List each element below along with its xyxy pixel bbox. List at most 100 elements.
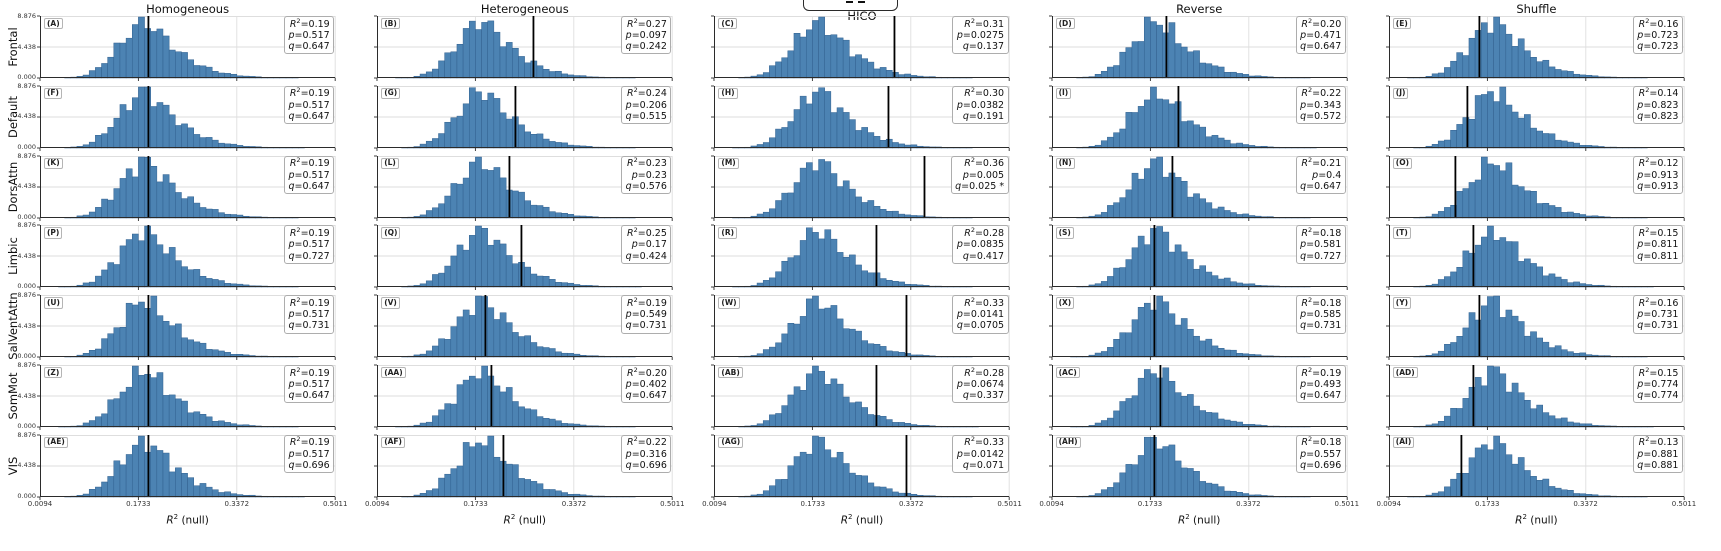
q-value: q=0.731	[625, 320, 667, 332]
observed-r2-line	[1165, 16, 1167, 78]
p-value: p=0.581	[1300, 239, 1342, 251]
panel-letter: (A)	[44, 18, 63, 30]
observed-r2-line	[1153, 295, 1155, 358]
q-value: q=0.191	[962, 110, 1005, 122]
histogram	[711, 85, 1011, 151]
x-tick-label: 0.5011	[322, 500, 348, 508]
r2-value: R2=0.25	[627, 225, 667, 240]
observed-r2-line	[147, 225, 150, 288]
panel-letter: (R)	[718, 227, 738, 239]
histogram	[1385, 364, 1685, 431]
panel-AA: (AA) R2=0.20 p=0.402 q=0.647	[374, 364, 673, 431]
stats-box: R2=0.22 p=0.343 q=0.572	[1295, 85, 1346, 125]
panel-J: (J) R2=0.14 p=0.823 q=0.823	[1385, 85, 1685, 151]
histogram	[1048, 225, 1348, 291]
stats-box: R2=0.18 p=0.581 q=0.727	[1295, 225, 1346, 264]
stats-box: R2=0.15 p=0.774 q=0.774	[1632, 365, 1683, 404]
observed-r2-line	[147, 85, 150, 148]
observed-r2-line	[484, 295, 487, 358]
q-value: q=0.731	[288, 320, 330, 332]
column-title-homogeneous: Homogeneous	[146, 2, 230, 16]
histogram	[36, 434, 336, 500]
q-value: q=0.727	[1300, 250, 1342, 262]
x-tick-label: 0.3372	[224, 500, 250, 508]
panel-letter: (AD)	[1392, 367, 1418, 379]
observed-r2-line	[887, 85, 890, 148]
q-value: q=0.137	[962, 41, 1005, 53]
column-title-reverse: Reverse	[1176, 2, 1223, 16]
panel-AG: (AG) R2=0.33 p=0.0142 q=0.071	[711, 434, 1011, 500]
observed-r2-line	[875, 225, 878, 288]
x-tick-label: 0.5011	[997, 500, 1022, 508]
observed-r2-line	[147, 295, 150, 358]
r2-value: R2=0.16	[1638, 16, 1679, 30]
x-axis-label: R2 (null)	[166, 513, 209, 527]
panel-K: (K) R2=0.19 p=0.517 q=0.647	[36, 155, 336, 221]
q-value: q=0.823	[1637, 110, 1679, 122]
stats-box: R2=0.15 p=0.811 q=0.811	[1632, 225, 1683, 264]
dashed-line-sample-icon	[846, 0, 853, 3]
q-value: q=0.881	[1637, 460, 1679, 472]
y-tick-label: 0.000	[17, 142, 36, 151]
panel-letter: (S)	[1055, 227, 1074, 239]
histogram	[374, 15, 673, 81]
panel-letter: (C)	[718, 18, 737, 30]
observed-r2-line	[905, 434, 908, 497]
panel-letter: (L)	[381, 157, 399, 169]
x-tick-label: 0.0094	[702, 500, 727, 508]
panel-F: (F) R2=0.19 p=0.517 q=0.647	[36, 85, 336, 151]
r2-value: R2=0.28	[964, 225, 1005, 240]
stats-box: R2=0.18 p=0.557 q=0.696	[1295, 434, 1346, 474]
panel-N: (N) R2=0.21 p=0.4 q=0.647	[1048, 155, 1348, 221]
x-tick-label: 0.3372	[898, 500, 924, 508]
x-axis-label: R2 (null)	[840, 513, 884, 527]
histogram	[36, 294, 336, 361]
panel-letter: (K)	[44, 157, 63, 169]
p-value: p=0.0275	[956, 29, 1005, 41]
panel-S: (S) R2=0.18 p=0.581 q=0.727	[1048, 225, 1348, 291]
y-tick-label: 0.000	[17, 282, 36, 291]
histogram	[374, 364, 673, 431]
observed-r2-line	[1153, 225, 1155, 288]
panel-letter: (AF)	[381, 436, 405, 449]
observed-r2-line	[1478, 16, 1481, 78]
histogram	[1048, 434, 1348, 500]
q-value: q=0.696	[288, 460, 330, 472]
x-tick-label: 0.0094	[1376, 500, 1402, 508]
observed-r2-line	[1472, 365, 1475, 428]
p-value: p=0.316	[625, 448, 667, 460]
q-value: q=0.424	[625, 250, 667, 262]
observed-r2-line	[875, 365, 878, 428]
q-value: q=0.647	[1300, 180, 1342, 192]
r2-value: R2=0.16	[1638, 295, 1679, 309]
p-value: p=0.402	[625, 379, 667, 390]
panel-letter: (E)	[1392, 18, 1411, 30]
p-value: p=0.811	[1637, 239, 1679, 251]
r2-value: R2=0.31	[964, 16, 1005, 30]
p-value: p=0.005	[962, 169, 1005, 181]
stats-box: R2=0.27 p=0.097 q=0.242	[621, 16, 672, 55]
q-value: q=0.727	[288, 250, 330, 262]
q-value: q=0.242	[625, 41, 667, 53]
x-tick-label: 0.1733	[800, 500, 826, 508]
y-tick-label: 4.438	[17, 182, 36, 191]
panel-L: (L) R2=0.23 p=0.23 q=0.576	[374, 155, 673, 221]
stats-box: R2=0.33 p=0.0141 q=0.0705	[952, 295, 1009, 334]
p-value: p=0.206	[625, 99, 667, 111]
p-value: p=0.723	[1637, 29, 1679, 41]
r2-value: R2=0.19	[289, 156, 330, 170]
x-tick-label: 0.0094	[364, 500, 390, 508]
column-title-hico: HICO	[847, 9, 877, 23]
observed-r2-line	[490, 365, 493, 428]
panel-R: (R) R2=0.28 p=0.0835 q=0.417	[711, 225, 1011, 291]
observed-r2-line	[502, 434, 505, 497]
panel-AC: (AC) R2=0.19 p=0.493 q=0.647	[1048, 364, 1348, 431]
panel-G: (G) R2=0.24 p=0.206 q=0.515	[374, 85, 673, 151]
histogram	[1048, 294, 1348, 361]
observed-r2-line	[532, 16, 535, 78]
y-tick-label: 4.438	[17, 321, 36, 330]
x-tick-label: 0.0094	[1039, 500, 1064, 508]
y-tick-label: 8.876	[17, 430, 36, 439]
p-value: p=0.0674	[956, 379, 1005, 390]
stats-box: R2=0.19 p=0.517 q=0.696	[283, 434, 335, 474]
